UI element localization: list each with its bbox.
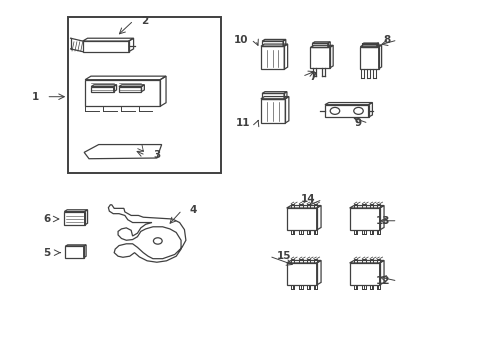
Text: 6: 6 xyxy=(43,214,50,224)
Text: 4: 4 xyxy=(189,205,196,215)
Bar xyxy=(370,204,373,208)
Text: 12: 12 xyxy=(376,276,391,286)
Text: 15: 15 xyxy=(276,251,291,261)
Bar xyxy=(307,204,310,208)
Bar xyxy=(377,204,380,208)
Bar xyxy=(370,258,373,263)
Text: 9: 9 xyxy=(354,118,361,128)
Bar xyxy=(261,99,285,123)
Bar xyxy=(299,258,303,263)
Text: 14: 14 xyxy=(301,194,315,204)
Bar xyxy=(65,246,84,258)
Bar xyxy=(307,258,310,263)
Bar xyxy=(312,43,328,48)
Bar xyxy=(119,86,142,92)
Bar xyxy=(85,80,160,106)
Bar xyxy=(354,204,357,208)
Text: 11: 11 xyxy=(235,118,250,128)
Bar xyxy=(325,105,368,117)
Bar xyxy=(262,94,284,99)
Bar xyxy=(83,41,129,52)
Bar xyxy=(360,47,379,69)
Text: 5: 5 xyxy=(43,248,50,258)
Bar xyxy=(314,258,317,263)
Bar xyxy=(68,17,221,173)
Bar xyxy=(350,208,380,230)
Bar xyxy=(287,208,317,230)
Text: 10: 10 xyxy=(234,35,248,45)
Bar xyxy=(287,263,317,285)
Bar xyxy=(362,258,366,263)
Text: 1: 1 xyxy=(32,92,39,102)
Text: 8: 8 xyxy=(383,35,391,45)
Bar xyxy=(362,44,377,47)
Bar xyxy=(291,258,294,263)
Bar xyxy=(310,48,330,68)
Bar xyxy=(350,263,380,285)
Bar xyxy=(299,204,303,208)
Bar xyxy=(261,46,284,69)
Bar xyxy=(291,204,294,208)
Text: 13: 13 xyxy=(376,216,391,226)
Bar xyxy=(64,212,85,225)
Bar xyxy=(314,204,317,208)
Text: 3: 3 xyxy=(153,150,160,160)
Bar xyxy=(91,86,114,92)
Bar xyxy=(377,258,380,263)
Bar xyxy=(262,41,283,46)
Text: 2: 2 xyxy=(141,15,148,26)
Bar xyxy=(362,204,366,208)
Bar xyxy=(354,258,357,263)
Text: 7: 7 xyxy=(309,72,317,81)
